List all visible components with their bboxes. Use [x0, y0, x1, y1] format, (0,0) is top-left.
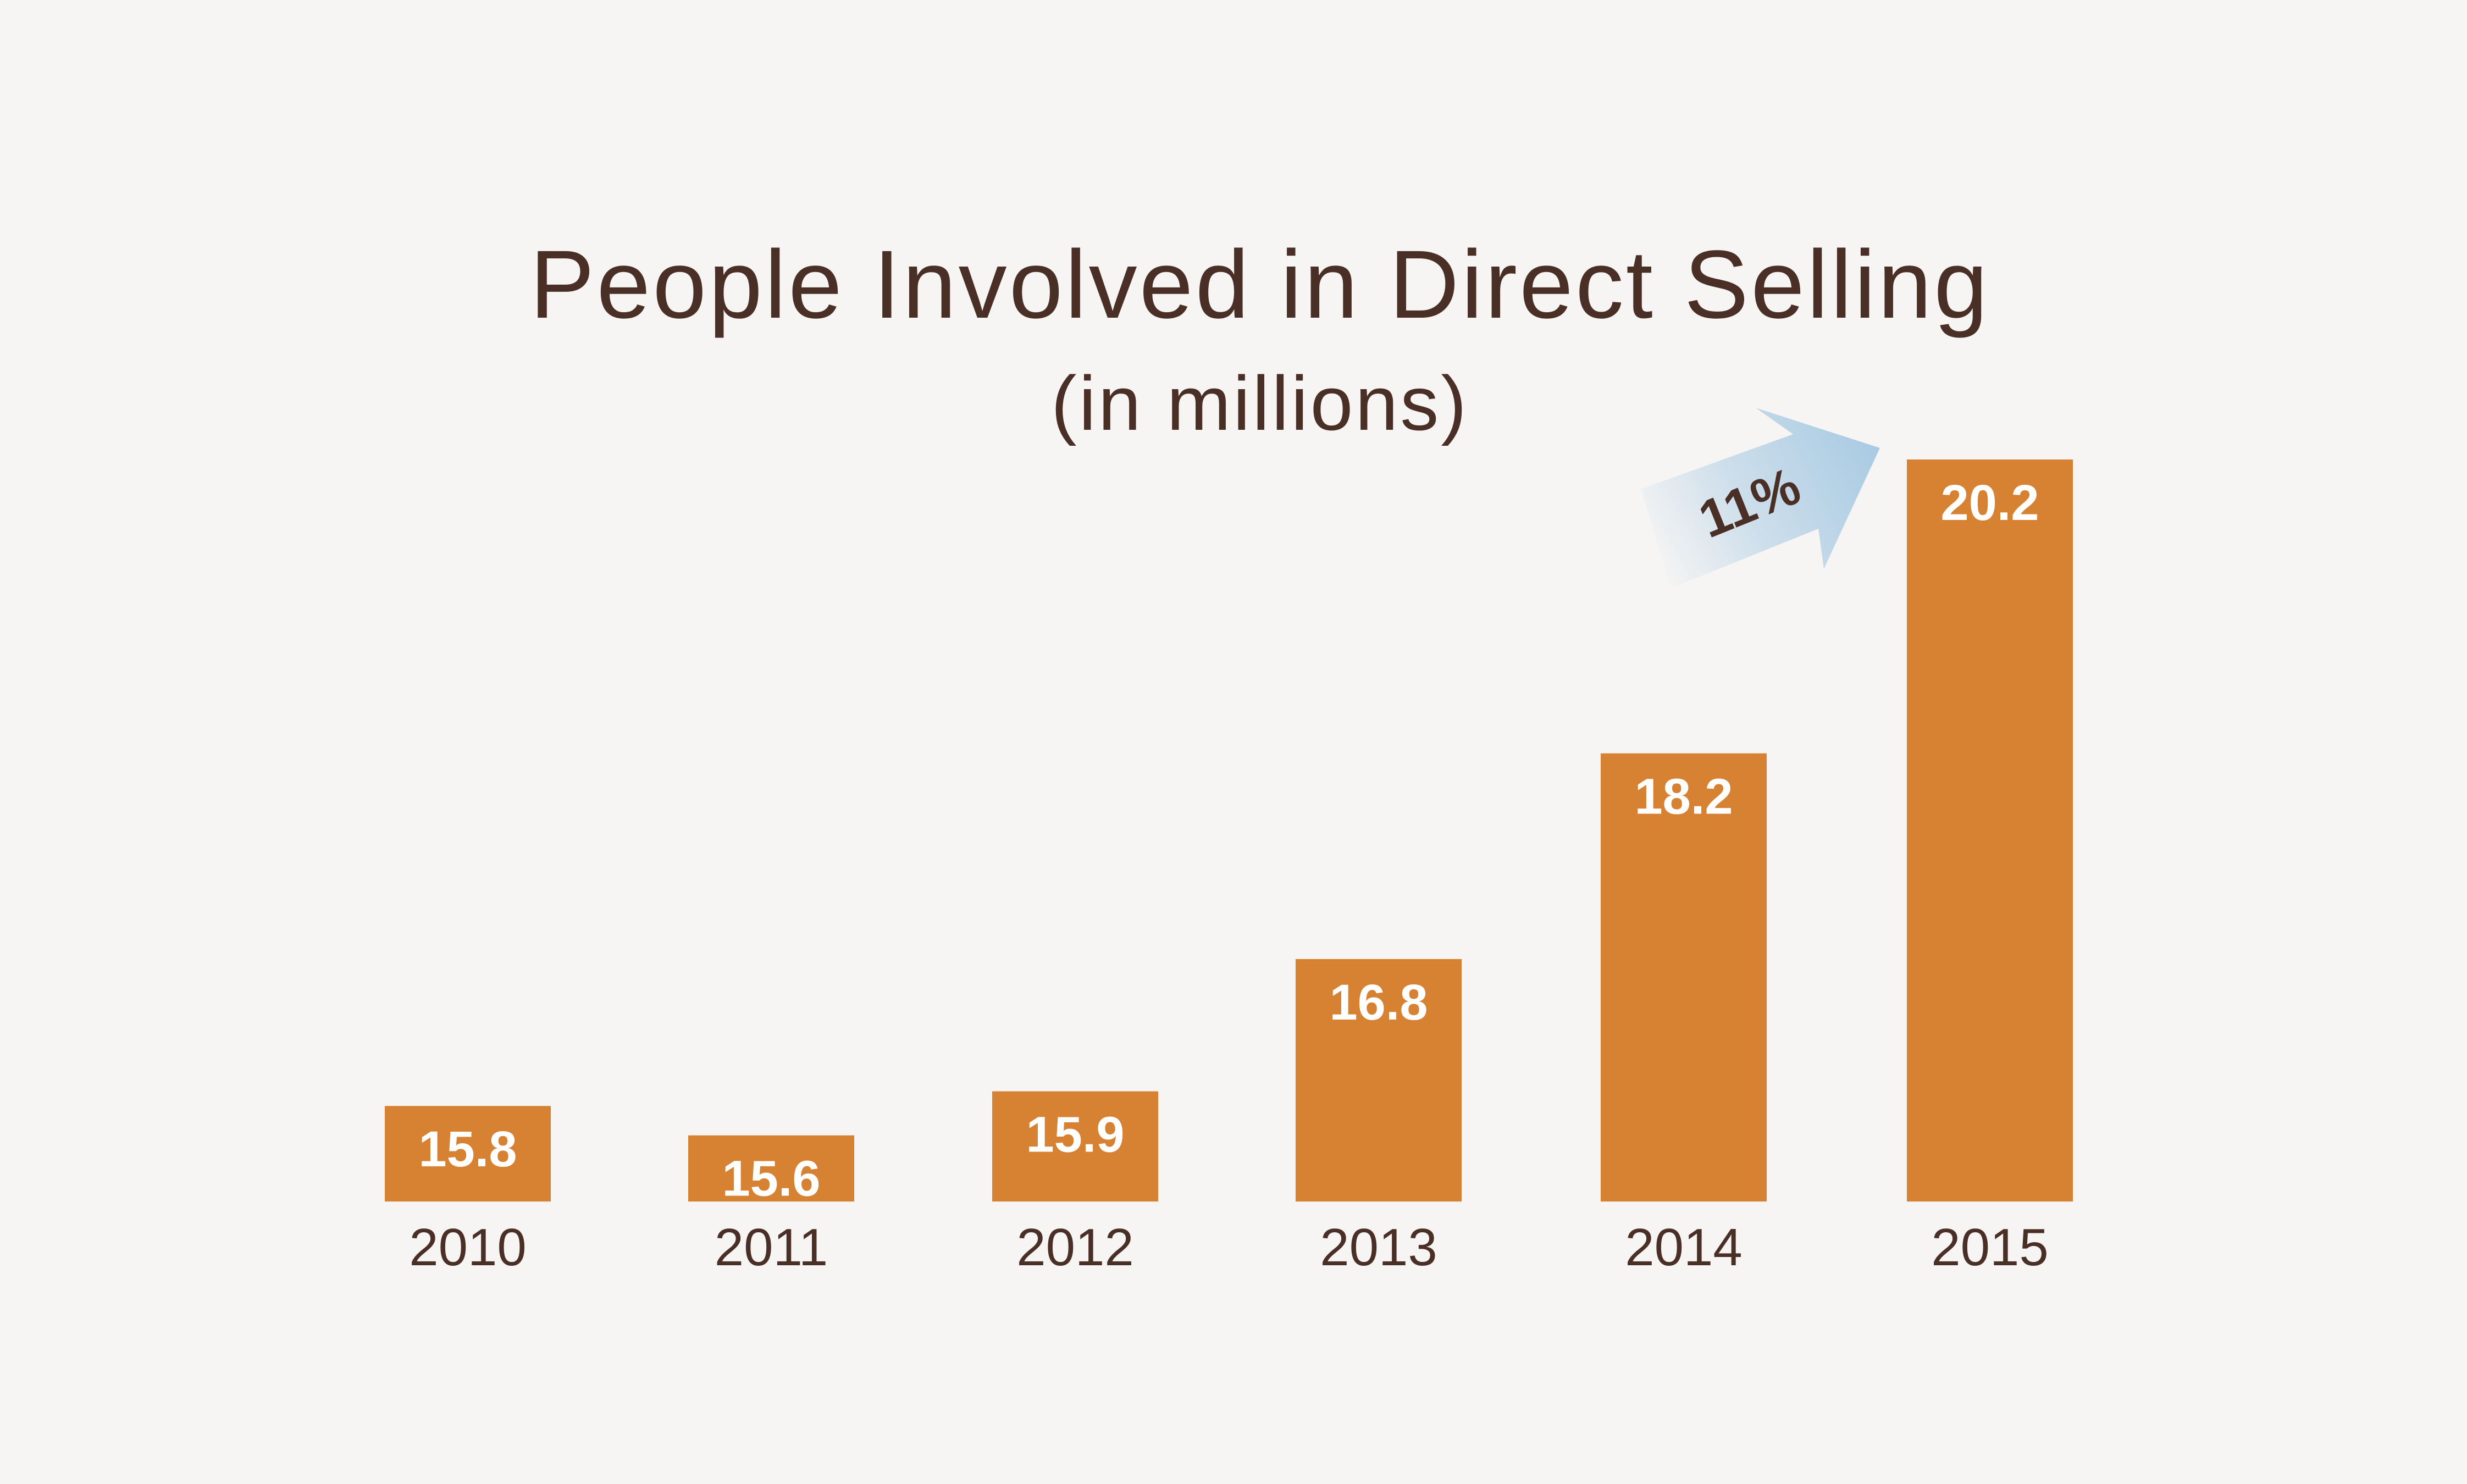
value-label-2010: 15.8: [418, 1121, 517, 1177]
bars-layer: [385, 459, 2073, 1201]
x-tick-2014: 2014: [1625, 1218, 1743, 1277]
chart-subtitle: (in millions): [1051, 360, 1469, 446]
value-label-2015: 20.2: [1940, 475, 2039, 531]
value-label-2012: 15.9: [1026, 1107, 1124, 1163]
bar-2012: [992, 1091, 1158, 1201]
bar-2010: [385, 1106, 551, 1201]
x-tick-2013: 2013: [1320, 1218, 1437, 1277]
bar-2013: [1296, 959, 1462, 1201]
x-tick-2011: 2011: [715, 1218, 828, 1277]
x-tick-2015: 2015: [1931, 1218, 2049, 1277]
x-axis-ticks: 2010 2011 2012 2013 2014 2015: [409, 1218, 2049, 1277]
value-label-2013: 16.8: [1329, 974, 1428, 1031]
chart-title: People Involved in Direct Selling: [530, 231, 1990, 339]
value-labels-layer: 15.8 15.6 15.9 16.8 18.2 20.2: [418, 475, 2039, 1207]
x-tick-2012: 2012: [1016, 1218, 1134, 1277]
bar-2014: [1601, 753, 1767, 1201]
x-tick-2010: 2010: [409, 1218, 527, 1277]
bar-2011: [688, 1135, 854, 1201]
growth-arrow-icon: [1641, 408, 1880, 588]
value-label-2011: 15.6: [722, 1151, 820, 1207]
bar-2015: [1907, 459, 2073, 1201]
value-label-2014: 18.2: [1634, 769, 1733, 825]
growth-annotation: 11%: [1641, 408, 1880, 588]
